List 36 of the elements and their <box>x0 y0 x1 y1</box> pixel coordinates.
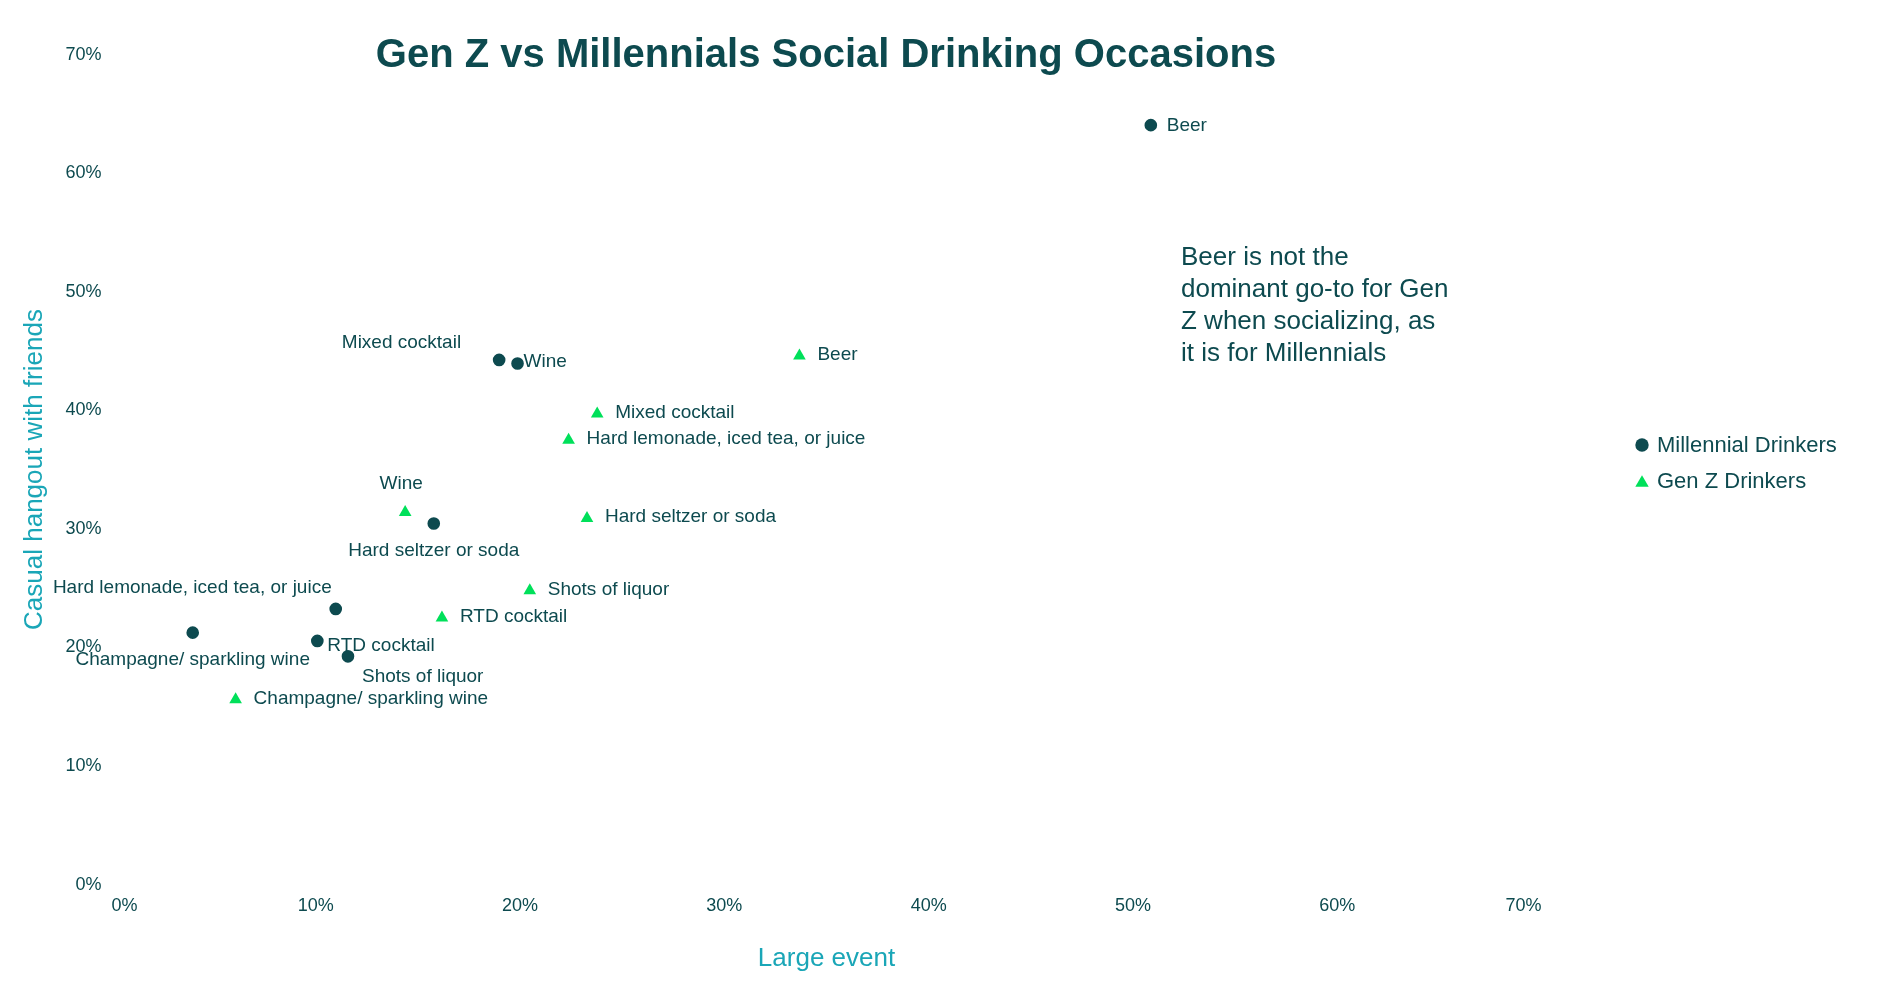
annotation: Hard lemonade, iced tea, or juice <box>586 427 866 449</box>
x-axis-title: Large event <box>757 941 896 972</box>
annotation: RTD cocktail <box>327 633 435 655</box>
x-tick-label: 70% <box>1505 894 1542 915</box>
x-tick-label: 30% <box>706 894 743 915</box>
x-tick-label: 40% <box>910 894 947 915</box>
y-tick-label: 70% <box>65 43 102 64</box>
y-tick-label: 0% <box>75 873 102 894</box>
legend-label: Gen Z Drinkers <box>1657 468 1807 493</box>
annotation: Shots of liquor <box>547 577 670 599</box>
y-tick-label: 10% <box>65 754 102 775</box>
annotation: Hard seltzer or soda <box>604 505 777 527</box>
legend-label: Millennial Drinkers <box>1657 432 1837 457</box>
y-tick-label: 60% <box>65 162 102 183</box>
annotation: RTD cocktail <box>459 605 568 627</box>
annotation: Mixed cocktail <box>341 330 462 352</box>
y-tick-label: 30% <box>65 517 102 538</box>
annotation: Wine <box>523 350 567 372</box>
x-tick-label: 0% <box>111 894 138 915</box>
annotation: Wine <box>379 471 423 493</box>
y-tick-label: 50% <box>65 280 102 301</box>
y-tick-label: 40% <box>65 399 102 420</box>
x-tick-label: 20% <box>502 894 539 915</box>
annotation: Mixed cocktail <box>615 401 735 423</box>
y-axis-title: Casual hangout with friends <box>18 309 49 630</box>
annotation: Hard lemonade, iced tea, or juice <box>52 575 332 597</box>
x-tick-label: 50% <box>1114 894 1151 915</box>
annotation: Champagne/ sparkling wine <box>253 686 489 708</box>
x-tick-label: 60% <box>1319 894 1356 915</box>
annotation: Beer is not the dominant go-to for Gen Z when socializing, as it is for Millennials <box>1181 241 1449 367</box>
chart-title: Gen Z vs Millennials Social Drinking Occasions <box>375 31 1277 75</box>
annotation: Beer <box>1166 114 1208 136</box>
annotation: Shots of liquor <box>361 665 485 687</box>
annotation: Hard seltzer or soda <box>348 538 520 560</box>
annotation: Beer <box>817 342 859 364</box>
x-tick-label: 10% <box>297 894 334 915</box>
